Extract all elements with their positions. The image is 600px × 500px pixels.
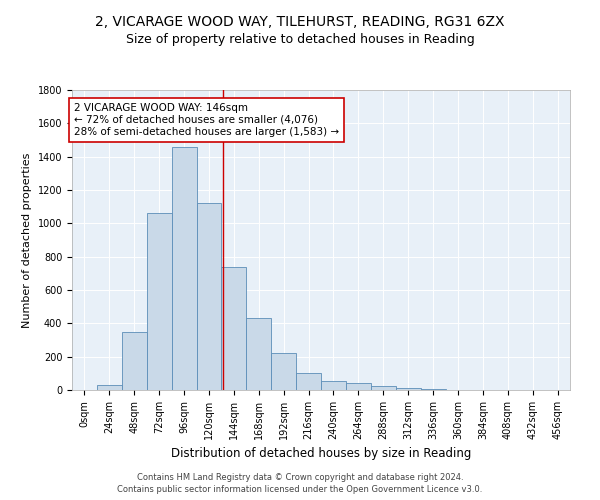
Bar bbox=[371, 386, 396, 390]
Bar bbox=[172, 146, 197, 390]
Text: Contains public sector information licensed under the Open Government Licence v3: Contains public sector information licen… bbox=[118, 485, 482, 494]
Bar bbox=[197, 204, 221, 390]
Text: 2, VICARAGE WOOD WAY, TILEHURST, READING, RG31 6ZX: 2, VICARAGE WOOD WAY, TILEHURST, READING… bbox=[95, 15, 505, 29]
Bar bbox=[346, 384, 371, 390]
Bar bbox=[271, 354, 296, 390]
Text: Size of property relative to detached houses in Reading: Size of property relative to detached ho… bbox=[125, 32, 475, 46]
Bar bbox=[97, 385, 122, 390]
Bar bbox=[296, 372, 321, 390]
Text: Contains HM Land Registry data © Crown copyright and database right 2024.: Contains HM Land Registry data © Crown c… bbox=[137, 472, 463, 482]
Bar bbox=[221, 266, 247, 390]
X-axis label: Distribution of detached houses by size in Reading: Distribution of detached houses by size … bbox=[171, 448, 471, 460]
Bar bbox=[421, 389, 445, 390]
Bar bbox=[122, 332, 147, 390]
Bar bbox=[146, 214, 172, 390]
Bar bbox=[247, 318, 271, 390]
Bar bbox=[396, 388, 421, 390]
Text: 2 VICARAGE WOOD WAY: 146sqm
← 72% of detached houses are smaller (4,076)
28% of : 2 VICARAGE WOOD WAY: 146sqm ← 72% of det… bbox=[74, 104, 339, 136]
Bar bbox=[321, 381, 346, 390]
Y-axis label: Number of detached properties: Number of detached properties bbox=[22, 152, 32, 328]
